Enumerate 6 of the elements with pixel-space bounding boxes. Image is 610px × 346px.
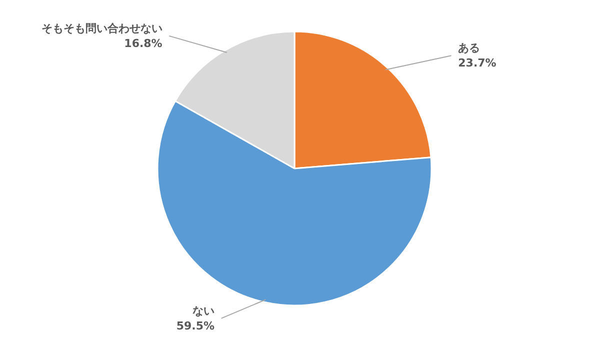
data-label: 59.5% bbox=[176, 319, 215, 332]
data-label: 16.8% bbox=[124, 36, 162, 50]
slice-label: そもそも問い合わせない bbox=[41, 22, 162, 35]
data-label: 23.7% bbox=[458, 56, 496, 70]
slice-label: ない bbox=[192, 304, 215, 318]
slice-label: ある bbox=[458, 42, 480, 55]
